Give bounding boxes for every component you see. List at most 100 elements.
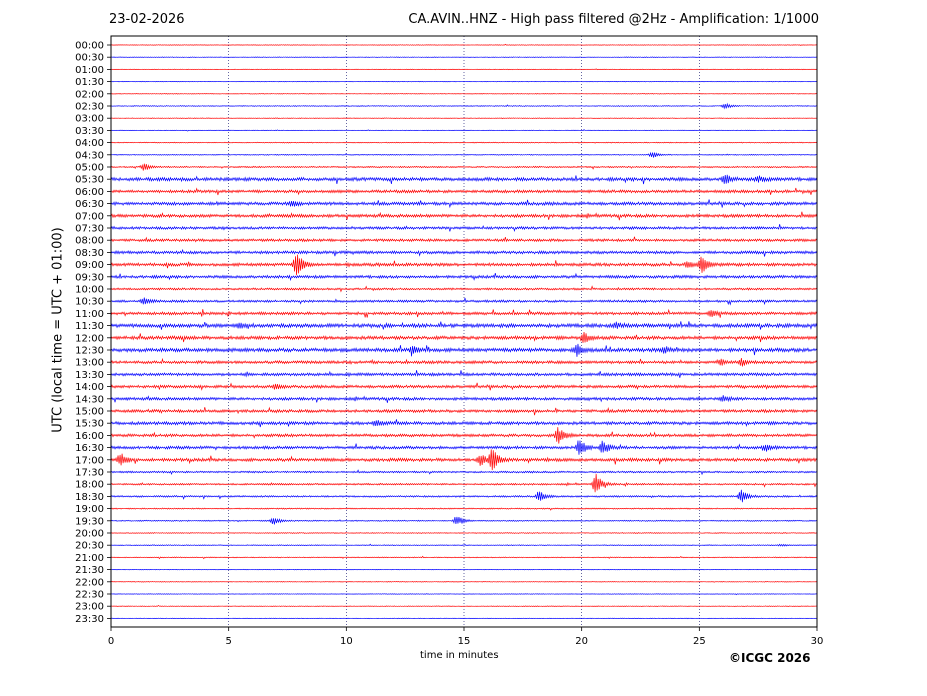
y-tick-label-23: 11:30 [75,321,104,332]
chart-date: 23-02-2026 [109,12,185,27]
trace-1400 [110,382,818,391]
y-tick-label-42: 21:00 [75,553,104,564]
trace-1930 [110,516,818,525]
trace-1130 [110,321,818,330]
trace-0400 [110,141,818,144]
trace-1500 [110,406,818,416]
y-tick-label-46: 23:00 [75,602,104,613]
trace-0530 [110,174,818,185]
trace-0200 [110,93,818,95]
trace-0700 [110,211,818,221]
trace-2100 [110,555,818,560]
trace-1800 [110,473,818,493]
trace-1600 [110,427,818,444]
trace-1730 [110,469,818,476]
y-tick-label-37: 18:30 [75,492,104,503]
y-tick-label-18: 09:00 [75,260,104,271]
trace-0800 [110,236,818,243]
grid-lines [228,36,700,627]
trace-layer [110,43,818,620]
y-tick-label-31: 15:30 [75,419,104,430]
x-tick-label-0: 0 [108,636,114,647]
y-tick-label-19: 09:30 [75,272,104,283]
trace-1200 [110,332,818,343]
y-tick-label-8: 04:00 [75,138,104,149]
trace-0630 [110,199,818,209]
trace-0230 [110,102,818,110]
y-tick-label-44: 22:00 [75,577,104,588]
y-tick-label-36: 18:00 [75,480,104,491]
chart-title: CA.AVIN..HNZ - High pass filtered @2Hz -… [408,12,819,27]
y-tick-label-5: 02:30 [75,102,104,113]
plot-frame [110,35,818,628]
trace-1100 [110,308,818,318]
trace-2300 [110,604,818,607]
trace-1530 [110,419,818,428]
y-tick-label-45: 22:30 [75,590,104,601]
trace-1000 [110,285,818,293]
y-tick-label-14: 07:00 [75,211,104,222]
trace-0900 [110,254,818,276]
trace-0330 [110,129,818,132]
y-tick-label-41: 20:30 [75,541,104,552]
x-tick-label-3: 15 [458,636,471,647]
y-tick-label-7: 03:30 [75,126,104,137]
x-tick-label-4: 20 [575,636,588,647]
y-tick-label-22: 11:00 [75,309,104,320]
trace-0830 [110,248,818,257]
y-tick-label-3: 01:30 [75,77,104,88]
y-tick-label-17: 08:30 [75,248,104,259]
y-tick-label-26: 13:00 [75,358,104,369]
trace-0730 [110,224,818,232]
trace-1630 [110,440,818,455]
x-tick-label-1: 5 [225,636,231,647]
y-tick-label-28: 14:00 [75,382,104,393]
trace-1300 [110,357,818,367]
trace-1030 [110,297,818,306]
y-tick-label-2: 01:00 [75,65,104,76]
y-tick-label-20: 10:00 [75,285,104,296]
x-tick-label-6: 30 [811,636,824,647]
trace-1330 [110,370,818,378]
y-tick-label-32: 16:00 [75,431,104,442]
y-tick-label-15: 07:30 [75,224,104,235]
y-tick-label-21: 10:30 [75,297,104,308]
trace-0130 [110,80,818,83]
y-tick-label-40: 20:00 [75,529,104,540]
y-tick-label-27: 13:30 [75,370,104,381]
x-axis-label: time in minutes [420,650,499,661]
y-tick-label-29: 14:30 [75,394,104,405]
y-tick-label-6: 03:00 [75,114,104,125]
trace-0000 [110,43,818,46]
trace-2200 [110,580,818,583]
trace-0930 [110,272,818,282]
y-tick-label-30: 15:00 [75,407,104,418]
trace-0100 [110,68,818,71]
trace-1230 [110,343,818,357]
trace-0600 [110,187,818,196]
x-tick-label-2: 10 [340,636,353,647]
trace-1700 [110,449,818,471]
trace-2000 [110,532,818,534]
trace-2230 [110,593,818,596]
trace-1900 [110,507,818,511]
y-tick-label-4: 02:00 [75,89,104,100]
y-tick-label-13: 06:30 [75,199,104,210]
trace-0030 [110,56,818,58]
y-tick-label-1: 00:30 [75,53,104,64]
y-tick-label-43: 21:30 [75,565,104,576]
trace-1830 [110,489,818,503]
y-tick-label-16: 08:00 [75,236,104,247]
trace-2030 [110,543,818,547]
trace-1430 [110,395,818,403]
copyright-label: ©ICGC 2026 [729,651,811,665]
trace-2130 [110,568,818,571]
y-tick-label-35: 17:30 [75,468,104,479]
trace-0430 [110,151,818,158]
y-tick-label-10: 05:00 [75,163,104,174]
y-tick-label-12: 06:00 [75,187,104,198]
trace-0300 [110,117,818,120]
y-tick-label-47: 23:30 [75,614,104,625]
